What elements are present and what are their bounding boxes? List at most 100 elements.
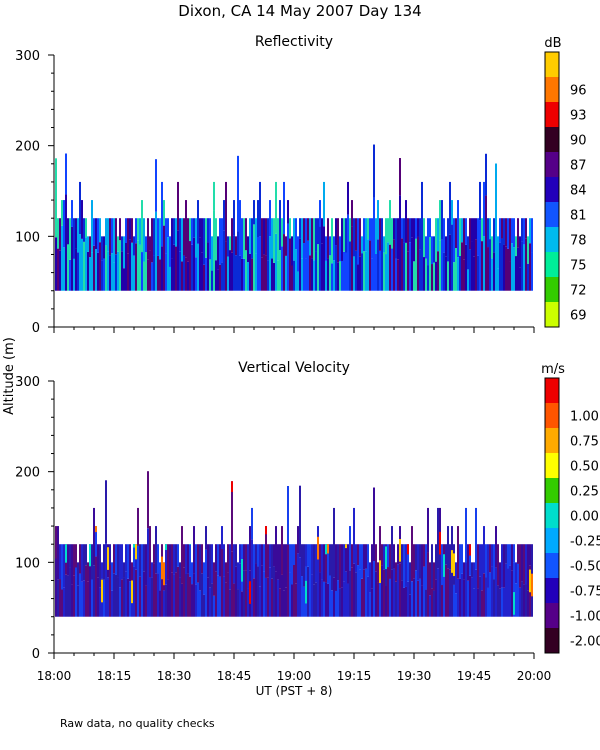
data-column bbox=[305, 544, 307, 567]
data-column bbox=[283, 234, 285, 291]
data-column bbox=[101, 260, 103, 291]
data-column bbox=[179, 577, 181, 617]
data-column bbox=[511, 218, 513, 244]
data-column bbox=[343, 544, 345, 582]
data-column bbox=[493, 218, 495, 253]
data-column bbox=[517, 544, 519, 564]
data-column bbox=[493, 579, 495, 617]
data-column bbox=[305, 258, 307, 291]
colorbar-segment bbox=[545, 127, 559, 152]
data-column bbox=[307, 218, 309, 241]
data-column bbox=[285, 255, 287, 291]
data-column bbox=[335, 544, 337, 591]
data-column bbox=[471, 562, 473, 578]
data-column bbox=[147, 528, 149, 617]
data-column bbox=[499, 242, 501, 291]
data-column bbox=[487, 587, 489, 617]
data-column bbox=[165, 544, 167, 551]
data-column bbox=[75, 567, 77, 617]
data-column bbox=[299, 218, 301, 239]
data-column bbox=[443, 218, 445, 253]
data-column bbox=[101, 579, 103, 603]
data-column bbox=[137, 240, 139, 291]
data-column bbox=[477, 544, 479, 589]
data-column bbox=[161, 571, 163, 617]
data-column bbox=[501, 544, 503, 588]
data-column bbox=[245, 250, 247, 291]
data-column bbox=[123, 268, 125, 291]
data-column bbox=[493, 252, 495, 291]
data-column bbox=[343, 251, 345, 291]
data-column bbox=[93, 245, 95, 291]
data-column bbox=[423, 566, 425, 617]
data-column bbox=[115, 574, 117, 617]
data-column bbox=[491, 258, 493, 291]
data-column bbox=[469, 249, 471, 291]
data-column bbox=[461, 544, 463, 574]
data-column bbox=[89, 257, 91, 291]
data-column bbox=[169, 266, 171, 291]
data-column bbox=[325, 582, 327, 617]
data-column bbox=[323, 544, 325, 582]
data-column bbox=[391, 248, 393, 291]
data-column bbox=[211, 236, 213, 271]
data-column bbox=[265, 526, 267, 578]
data-column bbox=[405, 242, 407, 291]
data-column bbox=[127, 218, 129, 254]
data-column bbox=[439, 531, 441, 555]
data-column bbox=[505, 218, 507, 247]
data-column bbox=[97, 544, 99, 578]
data-column bbox=[131, 593, 133, 617]
data-column bbox=[91, 544, 93, 580]
data-column bbox=[433, 562, 435, 591]
data-column bbox=[443, 572, 445, 617]
data-column bbox=[131, 580, 133, 604]
data-column bbox=[55, 158, 57, 238]
data-column bbox=[479, 220, 481, 291]
data-column bbox=[143, 261, 145, 291]
data-column bbox=[421, 219, 423, 291]
data-column bbox=[231, 481, 233, 552]
data-column bbox=[359, 569, 361, 617]
data-column bbox=[469, 544, 471, 576]
data-column bbox=[243, 570, 245, 617]
data-column bbox=[105, 245, 107, 291]
data-column bbox=[483, 236, 485, 291]
colorbar-segment bbox=[545, 453, 559, 478]
data-column bbox=[265, 526, 267, 535]
data-column bbox=[169, 570, 171, 617]
data-column bbox=[103, 258, 105, 291]
data-column bbox=[247, 544, 249, 589]
data-column bbox=[69, 544, 71, 568]
data-column bbox=[369, 562, 371, 593]
data-column bbox=[125, 242, 127, 291]
data-column bbox=[249, 581, 251, 604]
data-column bbox=[349, 218, 351, 242]
velocity-colorbar-unit: m/s bbox=[541, 362, 565, 377]
data-column bbox=[341, 218, 343, 261]
colorbar-segment bbox=[545, 277, 559, 302]
data-column bbox=[445, 256, 447, 291]
data-column bbox=[411, 581, 413, 617]
data-column bbox=[401, 544, 403, 581]
data-column bbox=[233, 200, 235, 236]
data-column bbox=[233, 235, 235, 291]
data-column bbox=[353, 563, 355, 617]
data-column bbox=[375, 218, 377, 255]
data-column bbox=[251, 539, 253, 617]
data-column bbox=[139, 544, 141, 577]
data-column bbox=[149, 236, 151, 251]
data-column bbox=[371, 588, 373, 617]
data-column bbox=[449, 234, 451, 291]
data-column bbox=[185, 257, 187, 291]
data-column bbox=[475, 239, 477, 291]
data-column bbox=[259, 181, 261, 237]
data-column bbox=[405, 544, 407, 587]
data-column bbox=[291, 584, 293, 617]
data-column bbox=[337, 580, 339, 617]
data-column bbox=[479, 544, 481, 577]
data-column bbox=[507, 248, 509, 291]
data-column bbox=[457, 578, 459, 617]
data-column bbox=[333, 236, 335, 261]
data-column bbox=[467, 544, 469, 581]
